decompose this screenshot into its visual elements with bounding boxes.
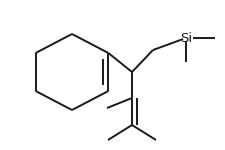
Text: Si: Si bbox=[179, 32, 191, 45]
